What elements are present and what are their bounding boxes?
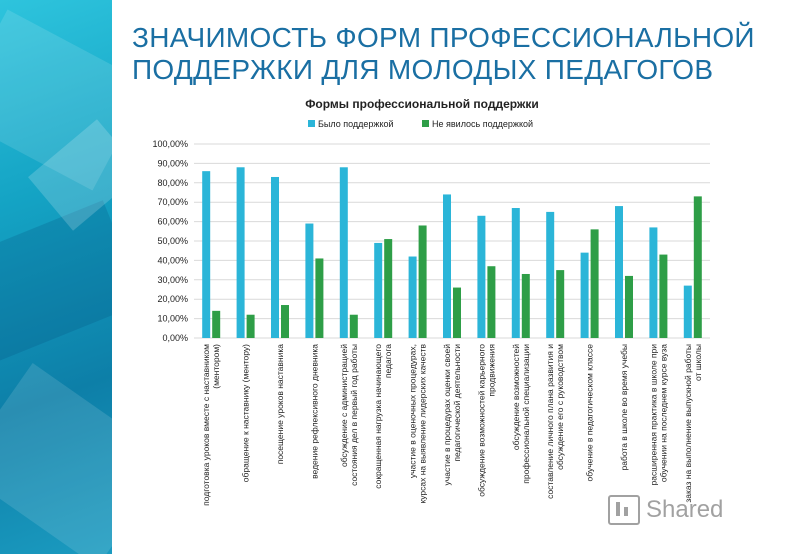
x-tick-label-line: от школы: [693, 344, 703, 381]
bar-series-1: [202, 171, 211, 338]
y-tick-label: 30,00%: [157, 275, 188, 285]
x-tick-label-line: обсуждение с администрацией: [339, 344, 349, 467]
x-tick-label-line: обсуждение его с руководством: [555, 344, 565, 470]
x-tick-label-line: обсуждение возможностей: [511, 344, 521, 450]
watermark: Shared: [608, 492, 788, 528]
bar-series-2: [487, 266, 496, 338]
bar-series-2: [315, 258, 324, 338]
y-tick-label: 10,00%: [157, 314, 188, 324]
x-tick-label: расширенная практика в школе приобучении…: [648, 344, 668, 486]
slide-title-line-1: ЗНАЧИМОСТЬ ФОРМ ПРОФЕССИОНАЛЬНОЙ: [132, 22, 755, 53]
legend-label-series-2: Не явилось поддержкой: [432, 119, 533, 129]
x-tick-label: обсуждение возможностей карьерногопродви…: [476, 344, 496, 497]
bar-series-2: [693, 196, 702, 338]
bar-series-2: [349, 314, 358, 338]
side-decoration: [0, 0, 112, 554]
y-tick-label: 0,00%: [162, 333, 188, 343]
bar-series-1: [477, 215, 486, 338]
bar-series-1: [546, 211, 555, 338]
bar-series-1: [683, 285, 692, 338]
slide-title-line-2: ПОДДЕРЖКИ ДЛЯ МОЛОДЫХ ПЕДАГОГОВ: [132, 54, 714, 85]
y-tick-label: 40,00%: [157, 255, 188, 265]
y-tick-label: 70,00%: [157, 197, 188, 207]
x-tick-label-line: сокращенная нагрузка начинающего: [373, 344, 383, 489]
bar-series-2: [521, 273, 530, 338]
bar-series-1: [339, 167, 348, 338]
legend-swatch-series-2: [422, 120, 429, 127]
bar-series-2: [659, 254, 668, 338]
decor-facet: [0, 200, 112, 370]
bar-series-1: [649, 227, 658, 338]
x-tick-label-line: обращение к наставнику (ментору): [241, 344, 251, 482]
y-tick-label: 20,00%: [157, 294, 188, 304]
y-tick-label: 80,00%: [157, 178, 188, 188]
bar-series-1: [511, 208, 520, 338]
bar-series-1: [271, 176, 279, 338]
bar-series-2: [556, 270, 565, 338]
bar-series-1: [408, 256, 417, 338]
bar-series-1: [305, 223, 314, 338]
bar-series-2: [590, 229, 599, 338]
x-tick-label: составление личного плана развития иобсу…: [545, 344, 565, 499]
bar-series-2: [453, 287, 461, 338]
bar-series-2: [212, 310, 221, 338]
decor-facet: [0, 363, 112, 554]
x-tick-label-line: обучении на последнем курсе вуза: [658, 344, 668, 482]
legend-swatch-series-1: [308, 120, 315, 127]
x-tick-label-line: продвижения: [486, 344, 496, 397]
x-tick-label-line: обсуждение возможностей карьерного: [476, 344, 486, 497]
bar-series-1: [374, 242, 383, 338]
x-tick-label: обучение в педагогическом классе: [585, 344, 595, 482]
x-tick-label: заказ на выполнение выпускной работыот ш…: [683, 344, 703, 503]
x-tick-label: подготовка уроков вместе с наставником(м…: [201, 344, 221, 506]
bar-series-2: [246, 314, 255, 338]
legend-label-series-1: Было поддержкой: [318, 119, 394, 129]
x-tick-label-line: подготовка уроков вместе с наставником: [201, 344, 211, 506]
x-tick-label-line: обучение в педагогическом классе: [585, 344, 595, 482]
bar-series-1: [615, 206, 623, 338]
bar-series-2: [384, 239, 393, 338]
x-tick-label-line: состояния дел в первый год работы: [349, 344, 359, 486]
bar-series-1: [580, 252, 589, 338]
y-tick-label: 50,00%: [157, 236, 188, 246]
bar-series-2: [625, 275, 633, 338]
x-tick-label-line: ведение рефлексивного дневника: [309, 344, 319, 479]
presentation-icon: [608, 495, 640, 525]
x-tick-label: обсуждение возможностейпрофессиональной …: [511, 344, 531, 484]
slide-card: ЗНАЧИМОСТЬ ФОРМ ПРОФЕССИОНАЛЬНОЙ ПОДДЕРЖ…: [112, 0, 800, 554]
chart-title: Формы профессиональной поддержки: [305, 97, 539, 111]
x-tick-label: работа в школе во время учебы: [619, 344, 629, 470]
bar-series-1: [443, 194, 451, 338]
x-tick-label-line: участие в процедурах оценки своей: [442, 344, 452, 486]
x-tick-label: сокращенная нагрузка начинающегопедагога: [373, 344, 393, 489]
x-tick-label-line: курсах на выявление лидерских качеств: [418, 344, 428, 504]
x-tick-label-line: работа в школе во время учебы: [619, 344, 629, 470]
x-tick-label: обсуждение с администрациейсостояния дел…: [339, 344, 359, 486]
x-tick-label-line: заказ на выполнение выпускной работы: [683, 344, 693, 503]
bar-chart: Формы профессиональной поддержки Было под…: [152, 97, 710, 506]
x-tick-label-line: составление личного плана развития и: [545, 344, 555, 499]
slide-title: ЗНАЧИМОСТЬ ФОРМ ПРОФЕССИОНАЛЬНОЙ ПОДДЕРЖ…: [132, 22, 792, 86]
watermark-text: Shared: [646, 496, 724, 523]
x-tick-label: посещение уроков наставника: [275, 344, 285, 465]
x-tick-label: обращение к наставнику (ментору): [241, 344, 251, 482]
x-tick-label-line: педагогической деятельности: [452, 344, 462, 462]
y-tick-label: 90,00%: [157, 158, 188, 168]
x-tick-label: участие в процедурах оценки своейпедагог…: [442, 344, 462, 486]
y-tick-label: 60,00%: [157, 217, 188, 227]
x-tick-label-line: (ментором): [211, 344, 221, 389]
x-tick-label: ведение рефлексивного дневника: [309, 344, 319, 479]
x-tick-label-line: участие в оценочных процедурах,: [408, 344, 418, 478]
x-tick-label-line: профессиональной специализации: [521, 344, 531, 484]
bar-series-1: [236, 167, 245, 338]
y-tick-label: 100,00%: [152, 139, 188, 149]
x-tick-label: участие в оценочных процедурах,курсах на…: [408, 344, 428, 504]
x-tick-label-line: посещение уроков наставника: [275, 344, 285, 465]
x-tick-label-line: педагога: [383, 344, 393, 378]
x-tick-label-line: расширенная практика в школе при: [648, 344, 658, 486]
bar-series-2: [418, 225, 427, 338]
bar-series-2: [281, 305, 289, 338]
